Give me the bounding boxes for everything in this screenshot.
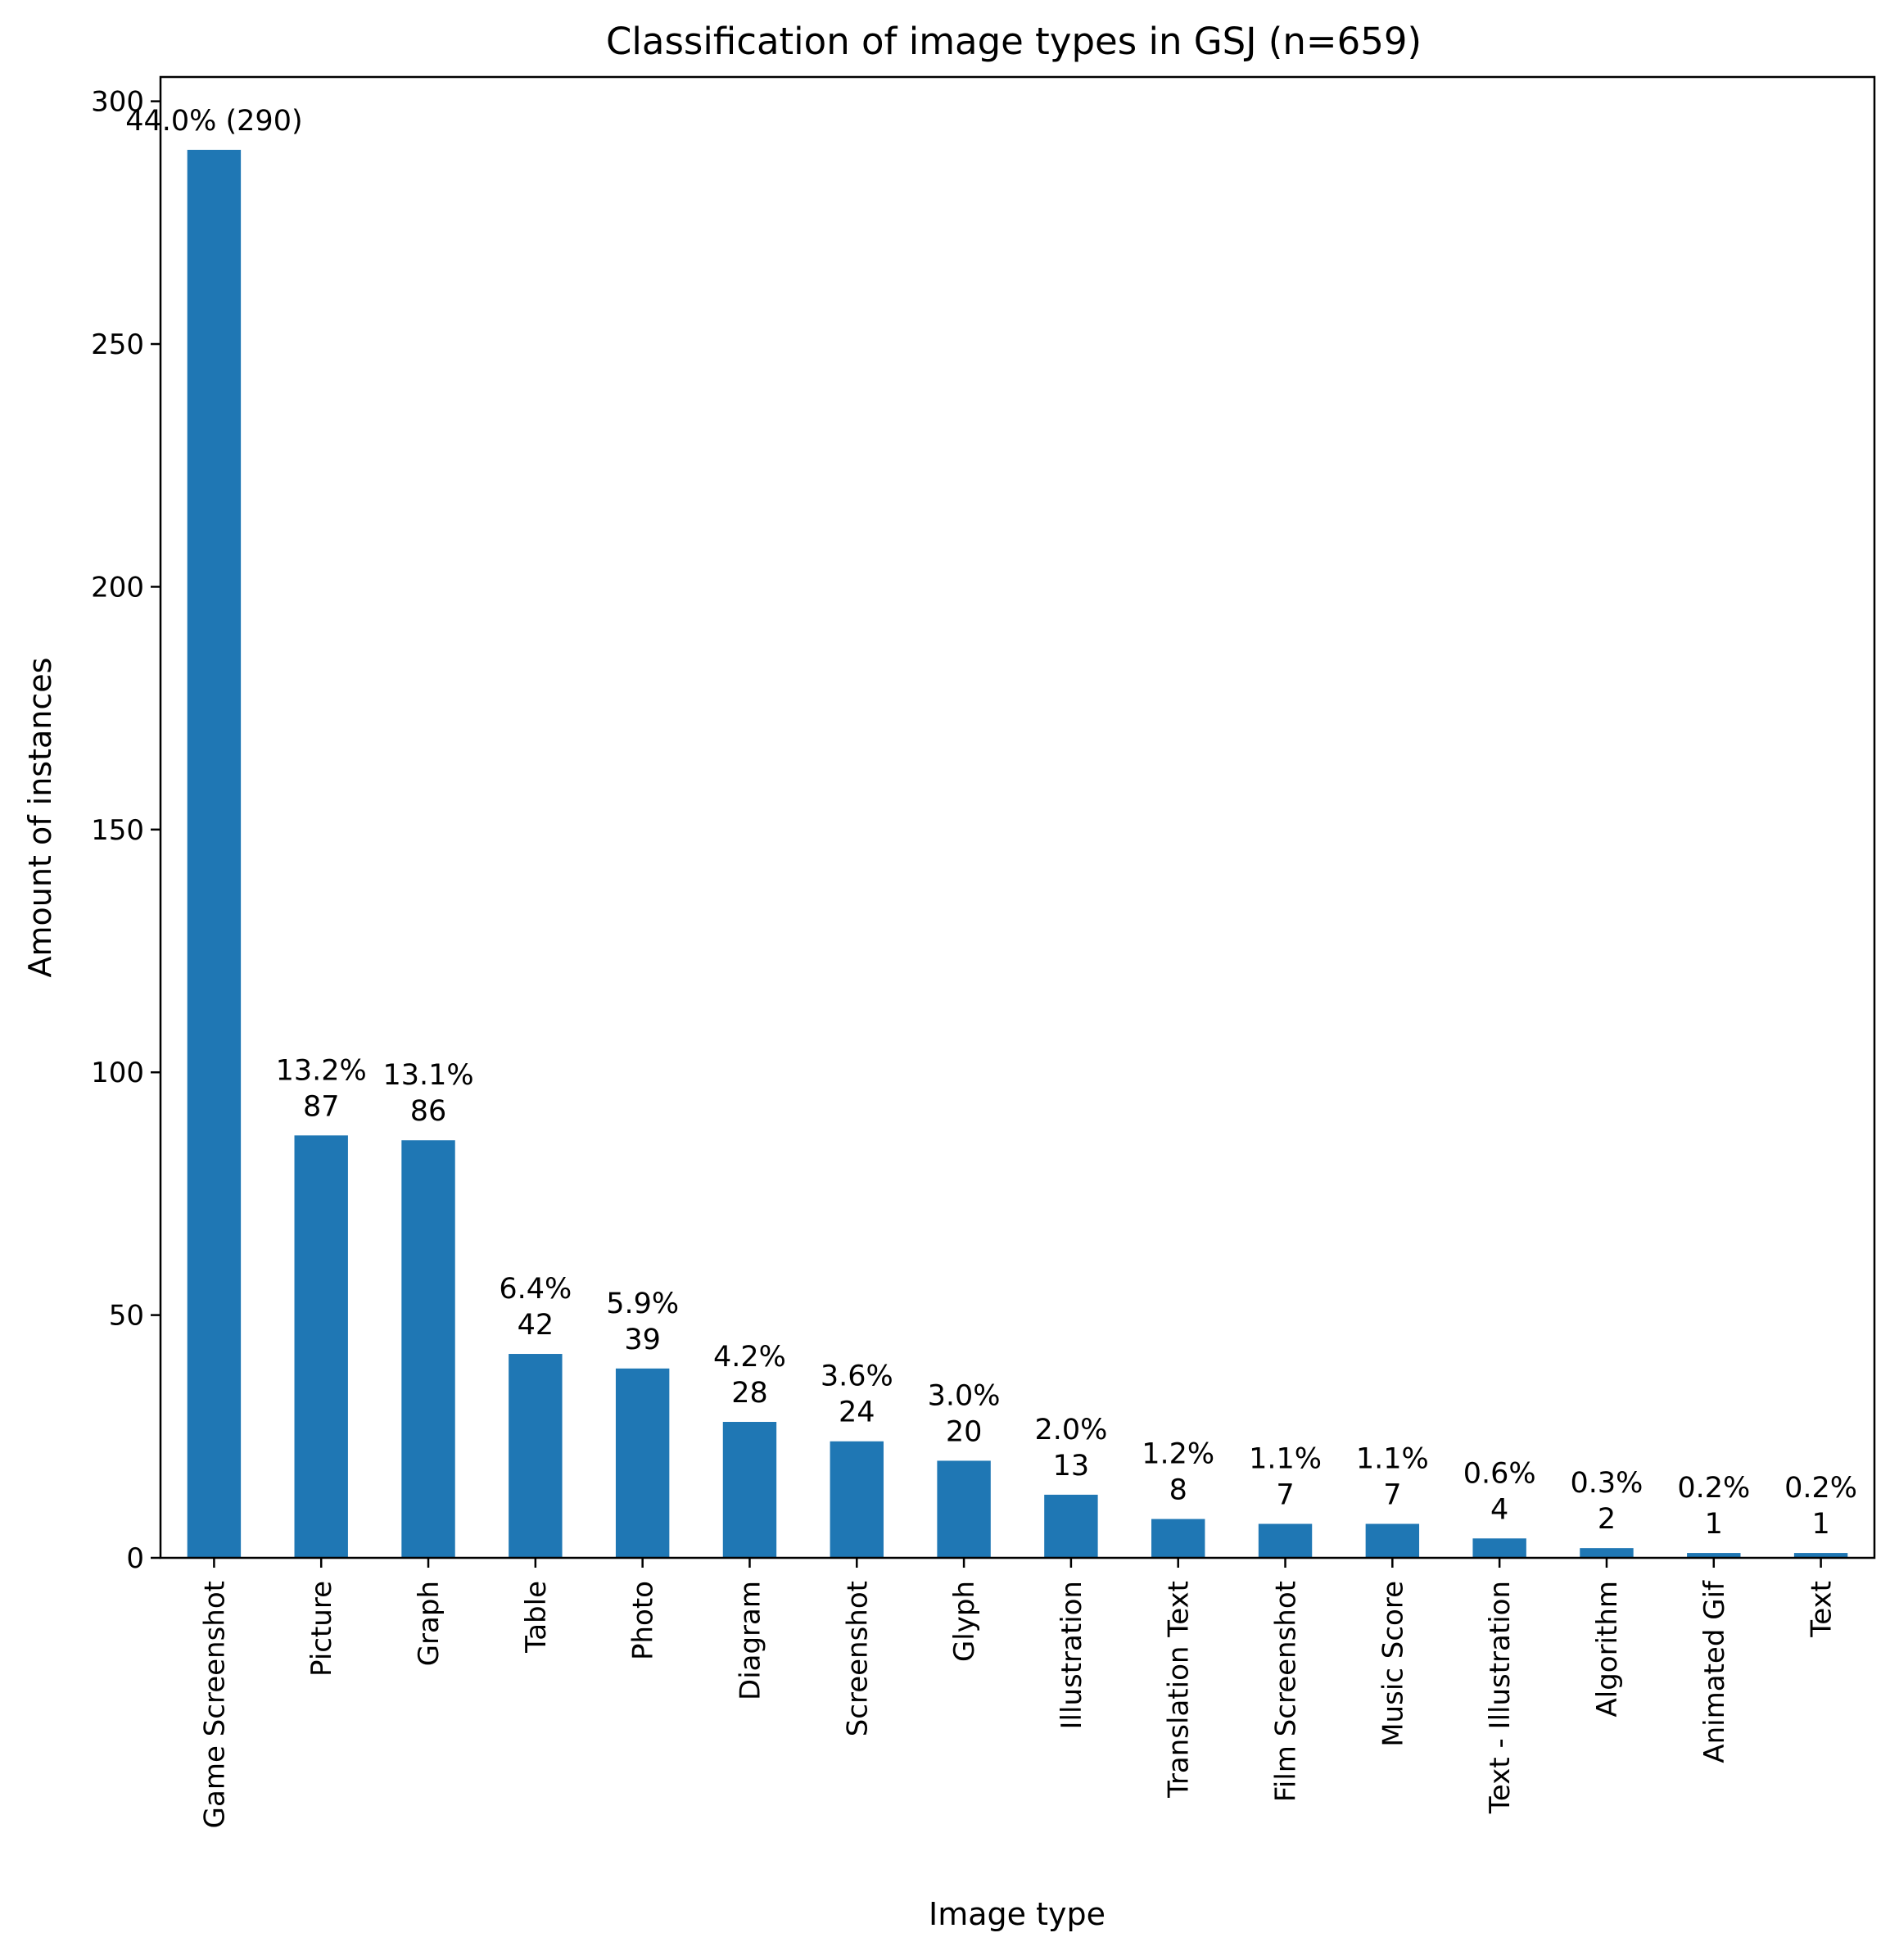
plot-frame (159, 75, 1876, 1559)
y-tick-label: 300 (91, 86, 144, 119)
bar-data-label: 2.0% (1034, 1414, 1107, 1446)
chart-title: Classification of image types in GSJ (n=… (606, 20, 1422, 63)
y-tick-label: 0 (126, 1542, 144, 1575)
bar-data-label: 24 (839, 1396, 875, 1429)
bar (1793, 1553, 1848, 1558)
bar (937, 1460, 991, 1558)
x-tick-label: Translation Text (1163, 1581, 1196, 1799)
x-tick-label: Photo (627, 1581, 660, 1660)
bar (1044, 1494, 1098, 1558)
bar (1580, 1548, 1634, 1558)
bar-data-label: 1 (1811, 1508, 1829, 1541)
bar-data-label: 87 (303, 1090, 340, 1123)
y-tick-label: 100 (91, 1057, 144, 1089)
x-tick-label: Picture (305, 1581, 338, 1677)
bar-data-label: 1.2% (1142, 1438, 1214, 1471)
bar-data-label: 13.2% (276, 1054, 367, 1087)
x-tick-label: Animated Gif (1698, 1580, 1731, 1763)
bar-data-label: 0.2% (1677, 1472, 1750, 1505)
x-tick-label: Game Screenshot (198, 1581, 231, 1828)
x-axis: Game Screenshot Picture Graph Table Photo Dia… (198, 1558, 1838, 1828)
bar (294, 1135, 348, 1558)
bar-data-label: 4.2% (713, 1341, 786, 1374)
bar (615, 1368, 670, 1558)
bar-data-label: 3.0% (928, 1379, 1001, 1412)
x-tick-label: Illustration (1056, 1581, 1088, 1729)
bar (1365, 1523, 1420, 1558)
x-tick-label: Music Score (1377, 1581, 1409, 1747)
bar (1472, 1538, 1526, 1558)
bar-data-label: 39 (624, 1324, 661, 1356)
x-axis-label: Image type (929, 1896, 1105, 1932)
bar-data-label: 3.6% (821, 1360, 893, 1393)
bar-data-label: 13.1% (382, 1059, 473, 1092)
y-tick-label: 50 (109, 1300, 144, 1333)
x-tick-label: Table (520, 1581, 553, 1654)
y-tick-label: 150 (91, 814, 144, 847)
x-tick-label: Text (1806, 1581, 1838, 1638)
bar-data-label: 6.4% (499, 1273, 572, 1306)
bar (830, 1441, 884, 1558)
bar-data-label: 7 (1276, 1479, 1294, 1512)
x-tick-label: Screenshot (841, 1581, 874, 1736)
bar-data-label: 8 (1169, 1474, 1187, 1507)
bar (187, 149, 242, 1559)
bar-data-label: 5.9% (606, 1288, 679, 1320)
y-axis: 0 50 100 150 200 250 300 (91, 86, 161, 1575)
y-tick-label: 250 (91, 328, 144, 361)
bar-data-label: 1.1% (1249, 1443, 1322, 1476)
bar-data-label: 1 (1705, 1508, 1723, 1541)
bar-data-label: 20 (946, 1415, 983, 1448)
bar-data-label: 42 (518, 1309, 554, 1342)
x-tick-label: Graph (413, 1581, 445, 1666)
bar-data-label: 44.0% (290) (125, 105, 302, 138)
bar-data-label: 0.6% (1463, 1457, 1536, 1490)
bar (1687, 1553, 1741, 1558)
bar (1258, 1523, 1313, 1558)
bar-data-label: 2 (1598, 1503, 1616, 1536)
y-axis-label: Amount of instances (22, 658, 58, 978)
bar-data-label: 7 (1383, 1479, 1401, 1512)
y-tick-label: 200 (91, 571, 144, 604)
bar-data-label: 13 (1053, 1450, 1090, 1482)
x-tick-label: Algorithm (1591, 1581, 1624, 1718)
bar-data-label: 0.3% (1571, 1467, 1644, 1500)
bar-data-label: 1.1% (1356, 1443, 1429, 1476)
x-tick-label: Film Screenshot (1270, 1581, 1303, 1802)
bar (1151, 1519, 1205, 1558)
bar (722, 1422, 777, 1558)
x-tick-label: Diagram (734, 1581, 766, 1700)
bar (401, 1140, 455, 1558)
x-tick-label: Glyph (948, 1581, 981, 1662)
bar (509, 1354, 563, 1558)
bar-labels: 44.0% (290)13.2%8713.1%866.4%425.9%394.2… (125, 105, 1857, 1541)
x-tick-label: Text - Illustration (1484, 1581, 1517, 1814)
bar-data-label: 86 (410, 1095, 447, 1128)
bar-data-label: 4 (1490, 1493, 1508, 1526)
bar-data-label: 0.2% (1784, 1472, 1857, 1505)
bars (187, 149, 1848, 1559)
bar-data-label: 28 (731, 1377, 768, 1410)
